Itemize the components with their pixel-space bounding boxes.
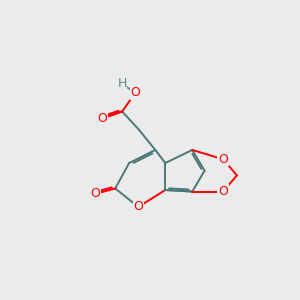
Text: O: O [218, 185, 228, 198]
Text: O: O [130, 86, 140, 100]
Text: O: O [97, 112, 107, 125]
Text: O: O [134, 200, 143, 213]
Text: O: O [218, 153, 228, 166]
Text: H: H [118, 77, 127, 90]
Text: O: O [90, 187, 100, 200]
